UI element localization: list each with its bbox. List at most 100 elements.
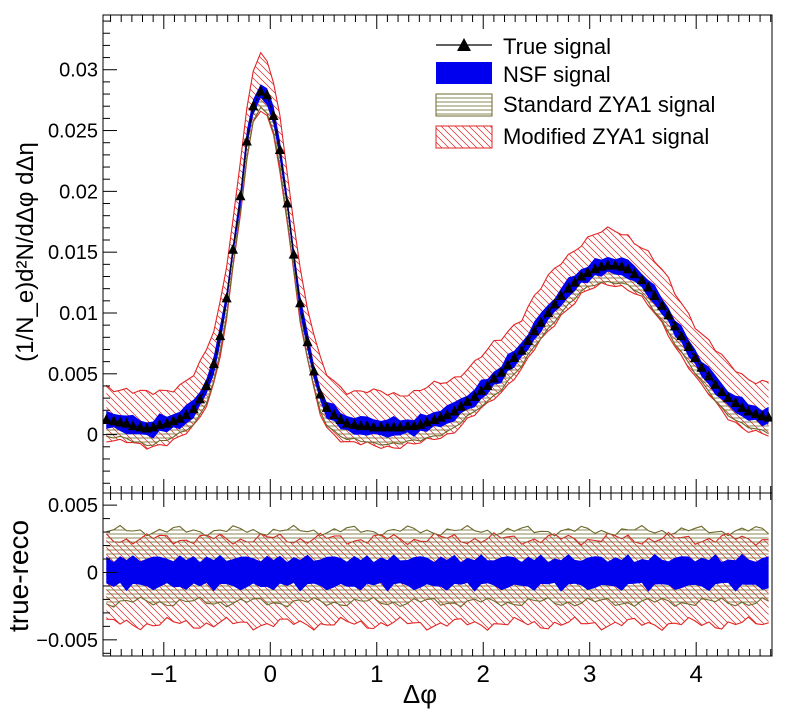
true-signal-point: [643, 281, 654, 292]
y-axis-label-bottom: true-reco: [3, 520, 34, 632]
true-signal-point: [248, 100, 259, 111]
true-signal-point: [308, 365, 319, 376]
true-signal-point: [395, 421, 406, 432]
true-signal-point: [496, 366, 507, 377]
y-tick-label: −0.005: [36, 630, 98, 652]
true-signal-point: [710, 378, 721, 389]
true-signal-point: [362, 420, 373, 431]
true-signal-point: [676, 330, 687, 341]
true-signal-point: [516, 344, 527, 355]
y-tick-label: 0.01: [59, 303, 98, 325]
triangle-marker-icon: [457, 38, 471, 51]
true-signal-point: [335, 414, 346, 425]
true-signal-point: [602, 259, 613, 270]
standard-zya1-residual-upper: [106, 524, 769, 537]
true-signal-point: [469, 390, 480, 401]
true-signal-point: [476, 384, 487, 395]
true-signal-point: [743, 405, 754, 416]
x-tick-label: 0: [264, 661, 277, 688]
modified-zya1-lower-edge: [106, 110, 769, 450]
true-signal-point: [683, 341, 694, 352]
true-signal-point: [669, 320, 680, 331]
true-signal-point: [449, 405, 460, 416]
true-signal-point: [736, 401, 747, 412]
true-signal-point: [535, 316, 546, 327]
modified-zya1-residual-lower: [106, 616, 769, 632]
bottom-panel: −0.005 0 0.005 −1 0 1 2 3 4: [36, 492, 773, 688]
x-tick-label: −1: [150, 661, 177, 688]
true-signal-point: [543, 306, 554, 317]
legend-label-modified-zya1: Modified ZYA1 signal: [503, 124, 709, 149]
true-signal-point: [576, 270, 587, 281]
y-tick-label: 0.03: [59, 60, 98, 82]
true-signal-point: [502, 359, 513, 370]
legend-label-standard-zya1: Standard ZYA1 signal: [503, 92, 715, 117]
x-tick-labels: −1 0 1 2 3 4: [150, 661, 703, 688]
x-tick-label: 1: [370, 661, 383, 688]
y-tick-label: 0.025: [48, 121, 98, 143]
true-signal-point: [103, 414, 112, 425]
true-signal-point: [509, 351, 520, 362]
true-signal-point: [208, 358, 219, 369]
legend-entry-modified-zya1: Modified ZYA1 signal: [435, 124, 709, 149]
top-plot-area: [103, 51, 772, 450]
true-signal-point: [388, 421, 399, 432]
true-signal-point: [302, 336, 313, 347]
true-signal-point: [154, 418, 165, 429]
true-signal-point: [329, 409, 340, 420]
true-signal-point: [657, 299, 668, 310]
true-signal-point: [455, 400, 466, 411]
bottom-frame: [102, 492, 773, 657]
legend-label-nsf: NSF signal: [503, 62, 611, 87]
top-axis-ticks: [103, 15, 772, 493]
true-signal-point: [730, 396, 741, 407]
true-signal-point: [349, 418, 360, 429]
y-tick-label: 0.015: [48, 242, 98, 264]
bottom-y-tick-labels: −0.005 0 0.005: [36, 495, 98, 652]
true-signal-point: [235, 190, 246, 201]
legend-entry-standard-zya1: Standard ZYA1 signal: [435, 92, 715, 117]
true-signal-point: [750, 407, 761, 418]
true-signal-point: [262, 89, 273, 100]
legend-label-true: True signal: [503, 34, 611, 59]
true-signal-point: [482, 379, 493, 390]
true-signal-point: [629, 268, 640, 279]
true-signal-point: [555, 289, 566, 300]
y-tick-label: 0.02: [59, 181, 98, 203]
true-signal-point: [255, 85, 266, 96]
x-tick-label: 4: [690, 661, 703, 688]
true-signal-point: [228, 243, 239, 254]
true-signal-point: [341, 417, 352, 428]
true-signal-point: [757, 410, 768, 421]
standard-zya1-residual-lower: [106, 596, 769, 608]
true-signal-point: [616, 260, 627, 271]
top-panel: 0 0.005 0.01 0.015 0.02 0.025 0.03: [48, 14, 773, 494]
y-axis-label-top: (1/N_e)d²N/dΔφ dΔη: [12, 142, 39, 362]
true-signal-point: [174, 412, 185, 423]
y-tick-label: 0.005: [48, 364, 98, 386]
true-signal-point: [241, 135, 252, 146]
true-signal-point: [108, 415, 119, 426]
true-signal-point: [663, 309, 674, 320]
true-signal-point: [763, 411, 772, 422]
y-tick-label: 0: [87, 425, 98, 447]
x-tick-label: 3: [583, 661, 596, 688]
true-signal-point: [221, 292, 232, 303]
modified-zya1-upper-edge: [105, 51, 769, 397]
true-signal-point: [649, 289, 660, 300]
modified-zya1-band: [106, 52, 769, 450]
true-signal-point: [268, 109, 279, 120]
true-signal-point: [462, 395, 473, 406]
legend-nsf-swatch: [436, 62, 492, 84]
true-signal-point: [376, 421, 387, 432]
true-signal-point: [723, 392, 734, 403]
true-signal-point: [488, 372, 499, 383]
true-signal-point: [215, 330, 226, 341]
true-signal-point: [355, 420, 366, 431]
true-signal-point: [569, 276, 580, 287]
true-signal-point: [716, 386, 727, 397]
true-signal-point: [321, 401, 332, 412]
top-y-tick-labels: 0 0.005 0.01 0.015 0.02 0.025 0.03: [48, 60, 98, 447]
true-signal-point: [549, 298, 560, 309]
